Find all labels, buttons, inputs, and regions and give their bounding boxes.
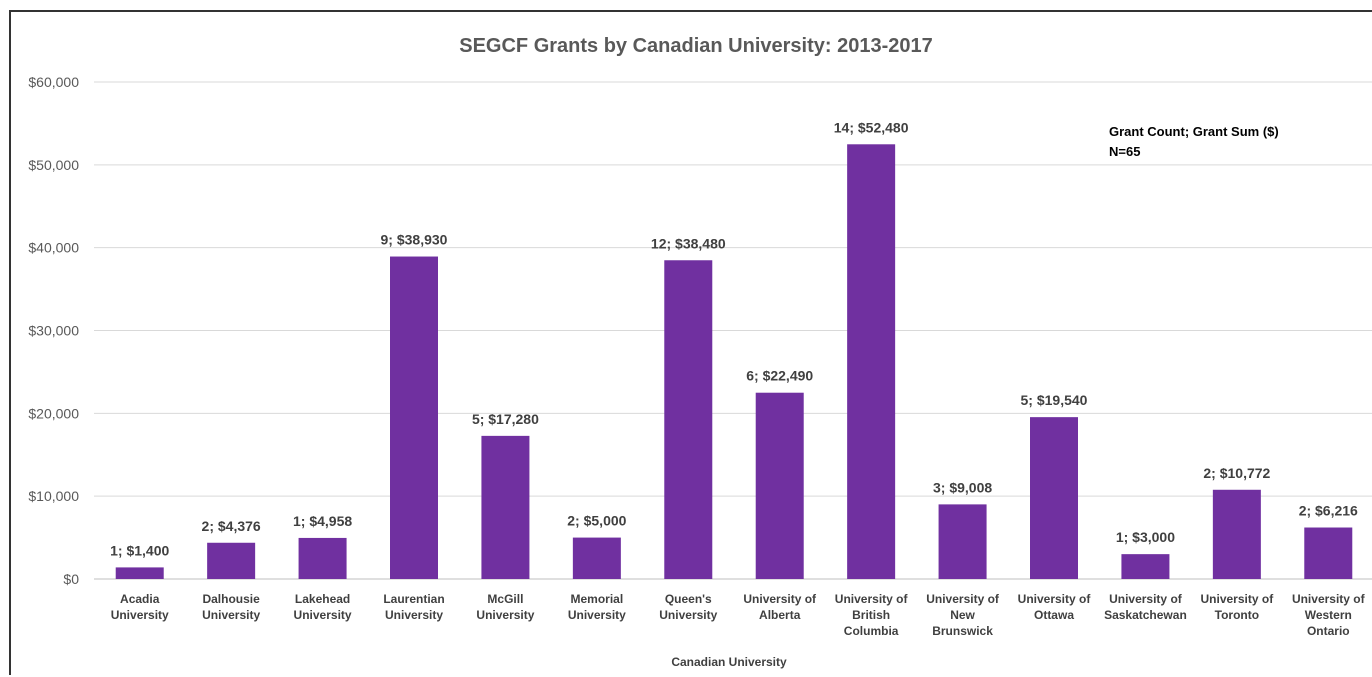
annotation-line: N=65 [1109,144,1140,159]
data-label: 2; $6,216 [1299,503,1358,519]
bar [938,504,987,579]
bar [481,435,530,579]
data-label: 5; $19,540 [1021,392,1088,408]
data-label: 2; $10,772 [1203,465,1270,481]
data-label: 2; $5,000 [567,513,626,529]
x-tick-label: Laurentian University [383,592,444,622]
x-tick-label: University of Ottawa [1018,592,1092,622]
bar-chart: SEGCF Grants by Canadian University: 201… [28,35,1372,669]
x-axis-label: Canadian University [671,655,787,669]
bar [572,537,621,579]
gridlines [94,81,1372,580]
y-tick-label: $10,000 [28,488,79,504]
x-tick-label: University of Alberta [743,592,817,622]
x-tick-label: University of New Brunswick [926,592,1000,638]
x-tick-label: Lakehead University [294,592,352,622]
bar [115,567,164,579]
chart-annotation: Grant Count; Grant Sum ($) N=65 [1109,124,1279,159]
bar [207,542,256,579]
bar [1030,417,1078,579]
data-label: 3; $9,008 [933,479,992,495]
chart-frame: SEGCF Grants by Canadian University: 201… [9,10,1372,675]
bar [847,144,896,580]
y-tick-label: $0 [63,571,79,587]
bar [1212,489,1261,579]
y-tick-label: $20,000 [28,405,79,421]
data-label: 14; $52,480 [834,119,909,135]
bar [755,392,804,579]
x-tick-label: Memorial University [568,592,626,622]
y-tick-label: $40,000 [28,240,79,256]
bar [390,256,438,579]
y-tick-label: $50,000 [28,157,79,173]
bar [1121,554,1170,579]
x-tick-label: McGill University [476,592,534,622]
bars [115,144,1353,580]
data-label: 12; $38,480 [651,235,726,251]
data-label: 5; $17,280 [472,411,539,427]
bar [298,537,347,579]
bar [664,260,713,579]
x-tick-label: Queen's University [659,592,717,622]
annotation-line: Grant Count; Grant Sum ($) [1109,124,1279,139]
data-labels: 1; $1,400 2; $4,376 1; $4,958 9; $38,930 5; … [110,119,1358,558]
data-label: 2; $4,376 [202,518,261,534]
data-label: 1; $3,000 [1116,529,1175,545]
x-tick-label: University of Western Ontario [1292,592,1366,638]
x-axis-ticks: Acadia University Dalhousie University Lakeh… [111,592,1366,638]
x-tick-label: Acadia University [111,592,169,622]
y-tick-label: $60,000 [28,74,79,90]
data-label: 9; $38,930 [381,232,448,248]
chart-title: SEGCF Grants by Canadian University: 201… [459,35,933,57]
y-axis-ticks: $0 $10,000 $20,000 $30,000 $40,000 $50,000 $60… [28,74,79,587]
x-tick-label: University of Toronto [1201,592,1275,622]
y-tick-label: $30,000 [28,323,79,339]
bar [1304,527,1353,579]
data-label: 1; $1,400 [110,542,169,558]
x-tick-label: University of British Columbia [835,592,909,638]
x-tick-label: University of Saskatchewan [1104,592,1187,622]
data-label: 1; $4,958 [293,513,352,529]
x-tick-label: Dalhousie University [202,592,260,622]
data-label: 6; $22,490 [746,368,813,384]
